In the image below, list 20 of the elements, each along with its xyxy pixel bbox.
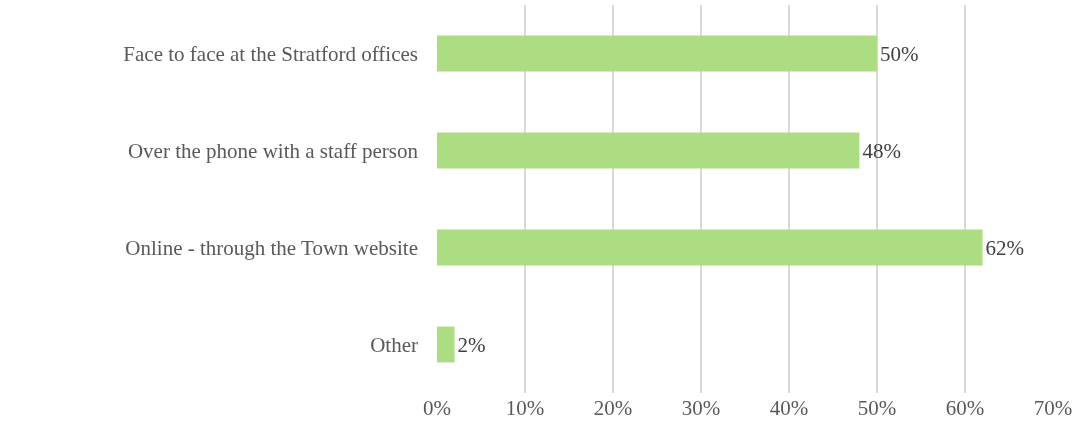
- bar: [437, 132, 860, 169]
- y-tick-label: Face to face at the Stratford offices: [123, 41, 418, 66]
- bar: [437, 229, 983, 266]
- data-label: 48%: [862, 138, 901, 163]
- data-label: 50%: [880, 41, 919, 66]
- x-tick-label: 0%: [423, 396, 451, 420]
- x-tick-label: 40%: [769, 396, 809, 420]
- bar: [437, 35, 877, 72]
- y-tick-label: Other: [370, 332, 418, 357]
- y-tick-label: Over the phone with a staff person: [127, 138, 419, 163]
- x-tick-label: 30%: [681, 396, 721, 420]
- y-tick-label: Online - through the Town website: [125, 235, 418, 260]
- x-tick-label: 70%: [1033, 396, 1073, 420]
- x-tick-label: 20%: [593, 396, 633, 420]
- data-label: 62%: [985, 235, 1025, 260]
- x-tick-label: 10%: [505, 396, 545, 420]
- bar: [437, 326, 455, 363]
- data-label: 2%: [457, 332, 486, 357]
- x-tick-label: 50%: [857, 396, 897, 420]
- x-tick-label: 60%: [945, 396, 985, 420]
